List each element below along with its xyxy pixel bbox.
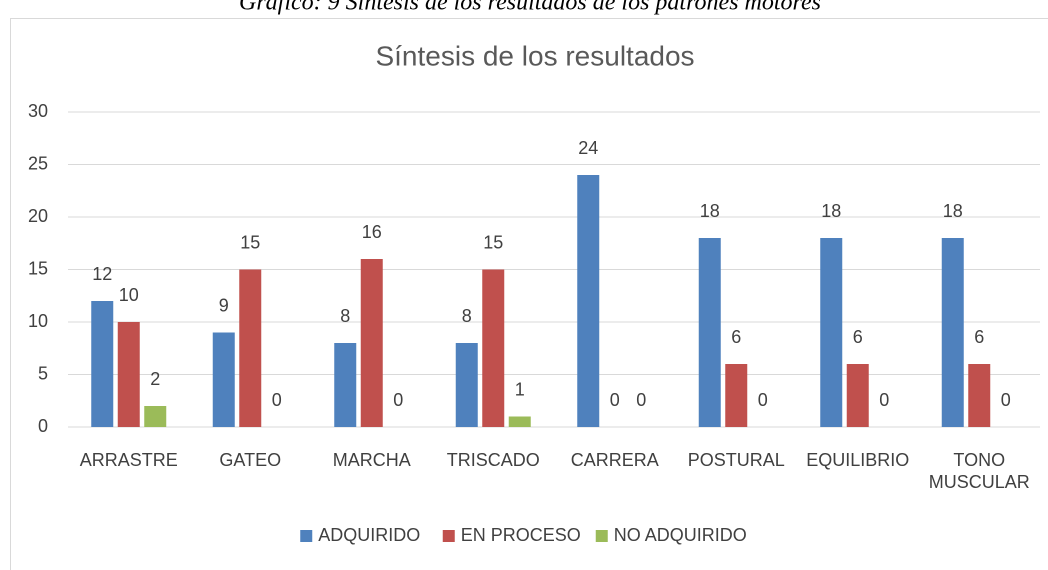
- y-tick-label: 5: [38, 363, 48, 383]
- bar: [968, 364, 991, 427]
- bar: [577, 175, 600, 427]
- data-label: 8: [462, 306, 472, 326]
- x-tick-label: MARCHA: [332, 450, 411, 470]
- bar: [117, 322, 140, 427]
- x-tick-label: TONO MUSCULAR: [928, 450, 1030, 492]
- bar: [820, 238, 843, 427]
- bar: [455, 343, 478, 427]
- data-label: 6: [731, 327, 741, 347]
- bar: [239, 269, 262, 427]
- data-label: 8: [340, 306, 350, 326]
- bar: [846, 364, 869, 427]
- data-label: 9: [219, 295, 229, 315]
- x-tick-label: ARRASTRE: [79, 450, 178, 470]
- chart-frame: [10, 18, 1048, 570]
- data-label: 2: [150, 369, 160, 389]
- x-tick-label: TRISCADO: [446, 450, 540, 470]
- bar: [334, 343, 357, 427]
- x-tick-label: EQUILIBRIO: [806, 450, 910, 470]
- bar: [698, 238, 721, 427]
- legend-label: EN PROCESO: [461, 525, 581, 545]
- bar: [212, 332, 235, 427]
- data-label: 0: [610, 390, 620, 410]
- legend-label: NO ADQUIRIDO: [614, 525, 747, 545]
- data-label: 15: [483, 232, 503, 252]
- y-tick-label: 25: [28, 153, 48, 173]
- data-label: 6: [974, 327, 984, 347]
- x-tick-label: POSTURAL: [687, 450, 785, 470]
- y-tick-label: 10: [28, 311, 48, 331]
- data-label: 24: [578, 138, 598, 158]
- data-label: 15: [240, 232, 260, 252]
- y-tick-label: 30: [28, 101, 48, 121]
- data-label: 0: [1001, 390, 1011, 410]
- data-label: 6: [853, 327, 863, 347]
- x-tick-label: GATEO: [219, 450, 282, 470]
- legend-swatch: [300, 530, 313, 542]
- chart-title: Síntesis de los resultados: [375, 40, 694, 71]
- data-label: 18: [943, 201, 963, 221]
- data-label: 18: [821, 201, 841, 221]
- data-label: 0: [636, 390, 646, 410]
- bar: [941, 238, 964, 427]
- data-label: 0: [758, 390, 768, 410]
- data-label: 0: [879, 390, 889, 410]
- bar: [508, 416, 531, 427]
- data-label: 12: [92, 264, 112, 284]
- data-label: 1: [515, 379, 525, 399]
- y-tick-label: 20: [28, 206, 48, 226]
- bar: [144, 406, 167, 427]
- bar: [360, 259, 383, 427]
- bar: [725, 364, 748, 427]
- data-label: 10: [119, 285, 139, 305]
- y-tick-label: 15: [28, 258, 48, 278]
- bar: [91, 301, 114, 427]
- data-label: 18: [700, 201, 720, 221]
- legend-swatch: [595, 530, 608, 542]
- data-label: 16: [362, 222, 382, 242]
- data-label: 0: [393, 390, 403, 410]
- data-label: 0: [272, 390, 282, 410]
- x-tick-label: CARRERA: [570, 450, 659, 470]
- caption: Gráfico: 9 Síntesis de los resultados de…: [239, 0, 821, 16]
- y-tick-label: 0: [38, 416, 48, 436]
- bar: [482, 269, 505, 427]
- legend-label: ADQUIRIDO: [318, 525, 420, 545]
- legend-swatch: [442, 530, 455, 542]
